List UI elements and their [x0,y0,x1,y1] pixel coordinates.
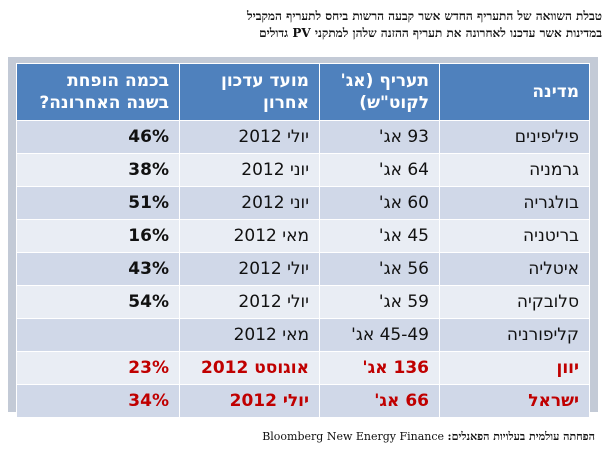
table-row: סלובקיה 59 אג' יולי 2012 54% [16,285,590,319]
header-reduction: בכמה הופחת בשנה האחרונה? [16,63,180,121]
cell-tariff: 66 אג' [319,384,440,418]
table-frame: מדינה תעריף (אג' לקוט"ש) מועד עדכון אחרו… [8,57,598,418]
cell-tariff: 45-49 אג' [319,318,440,352]
header-country: מדינה [439,63,590,121]
cell-country: קליפורניה [439,318,590,352]
table-row: בולגריה 60 אג' יוני 2012 51% [16,186,590,220]
cell-tariff: 64 אג' [319,153,440,187]
table-row: בריטניה 45 אג' מאי 2012 16% [16,219,590,253]
caption-line-2: במדינות אשר עדכנו לאחרונה את תעריף ההזנה… [259,26,602,40]
table-row: קליפורניה 45-49 אג' מאי 2012 [16,318,590,352]
cell-date: יולי 2012 [179,252,320,286]
cell-date: יוני 2012 [179,186,320,220]
cell-tariff: 60 אג' [319,186,440,220]
tariff-table: מדינה תעריף (אג' לקוט"ש) מועד עדכון אחרו… [16,63,590,418]
cell-reduction: 51% [16,186,180,220]
cell-reduction: 54% [16,285,180,319]
cell-country: יוון [439,351,590,385]
cell-date: יולי 2012 [179,120,320,154]
table-row-highlighted: יוון 136 אג' אוגוסט 2012 23% [16,351,590,385]
cell-date: אוגוסט 2012 [179,351,320,385]
table-row: גרמניה 64 אג' יוני 2012 38% [16,153,590,187]
footer-source: Bloomberg New Energy Finance [262,430,445,443]
cell-country: בולגריה [439,186,590,220]
footer-label: הפחתה עולמית בעלויות הפאנלים: [447,430,595,443]
cell-date: יולי 2012 [179,384,320,418]
cell-country: איטליה [439,252,590,286]
table-row: פיליפינים 93 אג' יולי 2012 46% [16,120,590,154]
header-row: מדינה תעריף (אג' לקוט"ש) מועד עדכון אחרו… [16,63,590,121]
cell-date: מאי 2012 [179,318,320,352]
cell-reduction: 23% [16,351,180,385]
cell-reduction: 34% [16,384,180,418]
table-caption: טבלת השוואה של התעריף החדש אשר קבעה הרשו… [8,8,602,42]
cell-country: פיליפינים [439,120,590,154]
cell-country: סלובקיה [439,285,590,319]
cell-reduction: 16% [16,219,180,253]
cell-reduction: 38% [16,153,180,187]
header-tariff: תעריף (אג' לקוט"ש) [319,63,440,121]
cell-country: בריטניה [439,219,590,253]
cell-reduction: 46% [16,120,180,154]
cell-date: מאי 2012 [179,219,320,253]
table-row-highlighted: ישראל 66 אג' יולי 2012 34% [16,384,590,418]
cell-reduction [16,318,180,352]
cell-tariff: 59 אג' [319,285,440,319]
cell-date: יוני 2012 [179,153,320,187]
cell-tariff: 136 אג' [319,351,440,385]
header-update-date: מועד עדכון אחרון [179,63,320,121]
cell-tariff: 45 אג' [319,219,440,253]
cell-tariff: 93 אג' [319,120,440,154]
caption-line-1: טבלת השוואה של התעריף החדש אשר קבעה הרשו… [246,9,602,23]
cell-date: יולי 2012 [179,285,320,319]
cell-country: גרמניה [439,153,590,187]
cell-tariff: 56 אג' [319,252,440,286]
cell-reduction: 43% [16,252,180,286]
footer-source-note: הפחתה עולמית בעלויות הפאנלים: Bloomberg … [245,430,595,443]
table-row: איטליה 56 אג' יולי 2012 43% [16,252,590,286]
cell-country: ישראל [439,384,590,418]
